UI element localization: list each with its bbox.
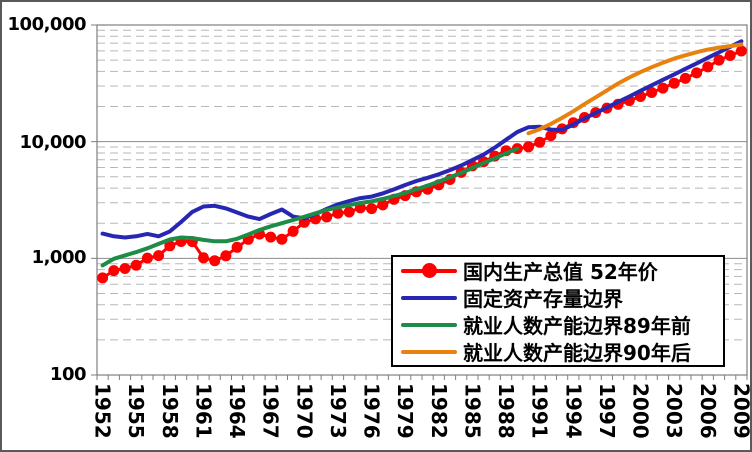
legend-item-capital-stock: 固定资产存量边界 bbox=[393, 284, 723, 311]
data-point-marker bbox=[343, 206, 355, 218]
data-point-marker bbox=[231, 241, 243, 253]
x-axis-label: 1961 bbox=[192, 383, 216, 439]
legend-label-gdp: 国内生产总值 52年价 bbox=[463, 260, 658, 284]
data-point-marker bbox=[153, 250, 165, 262]
data-point-marker bbox=[220, 250, 232, 262]
legend-line-sample-blue bbox=[401, 284, 457, 311]
data-point-marker bbox=[119, 263, 131, 274]
data-point-marker bbox=[668, 77, 680, 89]
y-axis-label-10000: 10,000 bbox=[19, 132, 87, 153]
data-point-marker bbox=[209, 255, 221, 267]
legend-label-employment-post90: 就业人数产能边界90年后 bbox=[463, 341, 691, 365]
data-point-marker bbox=[287, 225, 299, 237]
data-point-marker bbox=[691, 67, 703, 79]
data-point-marker bbox=[702, 61, 714, 73]
data-point-marker bbox=[545, 130, 557, 142]
series-employment-pre89-line bbox=[100, 146, 520, 268]
data-point-marker bbox=[321, 211, 333, 223]
data-point-marker bbox=[164, 240, 176, 252]
data-point-marker bbox=[523, 141, 534, 153]
x-axis-label: 1994 bbox=[561, 383, 585, 439]
data-point-marker bbox=[657, 82, 669, 94]
legend-item-employment-post90: 就业人数产能边界90年后 bbox=[393, 338, 723, 365]
data-point-marker bbox=[97, 272, 109, 284]
legend-label-employment-pre89: 就业人数产能边界89年前 bbox=[463, 314, 691, 338]
data-point-marker bbox=[366, 203, 378, 215]
x-axis-label: 1973 bbox=[326, 383, 350, 439]
data-point-marker bbox=[713, 54, 725, 66]
x-axis-label: 1970 bbox=[292, 383, 316, 439]
x-axis-label: 1979 bbox=[393, 383, 417, 439]
series-gdp-line bbox=[101, 49, 743, 280]
legend-line-marker-sample-red bbox=[401, 257, 457, 284]
legend-item-gdp: 国内生产总值 52年价 bbox=[393, 257, 723, 284]
x-axis-labels: 1952 1955 1958 1961 1964 1967 1970 1973 1976 1979… bbox=[91, 383, 752, 439]
x-axis-label: 2009 bbox=[729, 383, 752, 439]
legend: 国内生产总值 52年价 固定资产存量边界 就业人数产能边界89年前 就业人数产能… bbox=[391, 255, 725, 367]
x-axis-label: 2006 bbox=[696, 383, 720, 439]
y-axis-label-1000: 1,000 bbox=[31, 247, 87, 268]
data-point-marker bbox=[198, 252, 209, 264]
series-capital-stock-line bbox=[100, 39, 744, 240]
y-axis-label-100000: 100,000 bbox=[7, 14, 87, 35]
x-axis-label: 1952 bbox=[91, 383, 115, 439]
data-point-marker bbox=[332, 207, 344, 219]
x-axis-label: 1997 bbox=[595, 383, 619, 439]
data-point-marker bbox=[141, 252, 153, 264]
x-axis-label: 1955 bbox=[124, 383, 148, 439]
x-axis-label: 1976 bbox=[360, 383, 384, 439]
data-point-marker bbox=[130, 259, 142, 271]
data-point-marker bbox=[534, 136, 546, 148]
axis-ticks bbox=[91, 24, 748, 380]
legend-label-capital-stock: 固定资产存量边界 bbox=[463, 287, 623, 311]
legend-line-sample-green bbox=[401, 311, 457, 338]
data-point-marker bbox=[276, 233, 288, 245]
series-gdp-markers bbox=[97, 45, 747, 284]
data-point-marker bbox=[724, 50, 736, 61]
x-axis-label: 1958 bbox=[158, 383, 182, 439]
x-axis-label: 1985 bbox=[460, 383, 484, 439]
data-point-marker bbox=[265, 231, 277, 243]
y-axis-label-100: 100 bbox=[49, 364, 87, 385]
x-axis-label: 2003 bbox=[662, 383, 686, 439]
series-employment-post90-line bbox=[526, 42, 744, 136]
data-point-marker bbox=[108, 265, 120, 277]
x-axis-label: 1964 bbox=[225, 383, 249, 439]
legend-item-employment-pre89: 就业人数产能边界89年前 bbox=[393, 311, 723, 338]
data-point-marker bbox=[646, 87, 658, 98]
x-axis-label: 1982 bbox=[427, 383, 451, 439]
legend-line-sample-orange bbox=[401, 338, 457, 365]
x-axis-label: 1967 bbox=[259, 383, 283, 439]
x-axis-label: 1991 bbox=[528, 383, 552, 439]
data-point-marker bbox=[679, 72, 691, 84]
data-point-marker bbox=[377, 199, 389, 211]
x-axis-label: 2000 bbox=[629, 383, 653, 439]
x-axis-label: 1988 bbox=[494, 383, 518, 439]
data-point-marker bbox=[735, 45, 747, 57]
